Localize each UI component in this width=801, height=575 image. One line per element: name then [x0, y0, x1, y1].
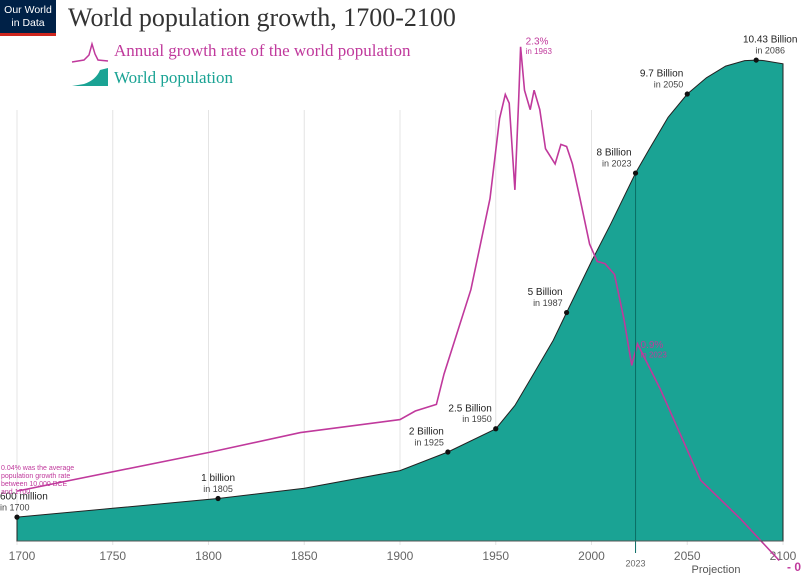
x-tick-label: 1750 [99, 549, 126, 563]
legend-label: World population [114, 68, 234, 87]
x-tick-label: 2100 [770, 549, 797, 563]
milestone-year: in 2050 [654, 79, 684, 89]
milestone-label: 9.7 Billion [640, 69, 683, 80]
milestone-year: in 1987 [533, 298, 563, 308]
logo-text: in Data [11, 17, 44, 29]
milestone-year: in 1950 [462, 414, 492, 424]
rate-note: 0.9% [641, 340, 664, 351]
rate-note-year: in 1963 [526, 47, 553, 56]
milestone-dot [14, 514, 20, 520]
milestone-dot [215, 495, 221, 502]
milestone-year: in 1805 [203, 484, 233, 494]
milestone-dot [632, 170, 639, 176]
milestone-year: in 2086 [755, 45, 785, 55]
x-tick-label: 1900 [387, 549, 414, 563]
rate-note-text: between 10,000 BCE [1, 481, 67, 488]
rate-note-text: population growth rate [1, 473, 70, 480]
rate-note-text: 0.04% was the average [1, 465, 74, 472]
milestone-year: in 1925 [414, 437, 444, 447]
x-tick-label: 1850 [291, 549, 318, 563]
chart-title: World population growth, 1700-2100 [68, 3, 456, 32]
milestone-dot [753, 57, 759, 63]
logo-underline [0, 33, 56, 36]
projection-label: Projection [692, 564, 741, 575]
legend-label: Annual growth rate of the world populati… [114, 41, 411, 60]
x-tick-label: 2050 [674, 549, 701, 563]
x-tick-label: 1950 [482, 549, 509, 563]
milestone-label: 8 Billion [597, 148, 632, 159]
milestone-label: 600 million [0, 492, 48, 503]
rate-note-text: and 1700 [1, 489, 30, 496]
milestone-label: 2 Billion [409, 427, 444, 438]
milestone-dot [445, 449, 451, 455]
end-label: - 0 [787, 560, 801, 574]
projection-year: 2023 [626, 558, 646, 568]
legend-line-icon [71, 41, 109, 63]
milestone-label: 5 Billion [528, 287, 563, 298]
milestone-dot [684, 91, 690, 97]
rate-note-year: in 2023 [641, 350, 668, 359]
milestone-dot [493, 426, 499, 432]
milestone-label: 10.43 Billion [743, 35, 797, 46]
legend-area-icon [72, 68, 108, 86]
growth-line [16, 46, 780, 562]
milestone-year: in 1700 [0, 502, 30, 512]
logo [0, 0, 56, 36]
rate-note: 2.3% [526, 36, 549, 47]
milestone-label: 1 billion [201, 473, 235, 484]
x-tick-label: 1700 [9, 549, 36, 563]
milestone-label: 2.5 Billion [448, 403, 491, 414]
logo-text: Our World [4, 4, 52, 16]
population-area [16, 59, 784, 542]
x-tick-label: 2000 [578, 549, 605, 563]
x-tick-label: 1800 [195, 549, 222, 563]
milestone-dot [564, 309, 570, 316]
milestone-year: in 2023 [602, 158, 632, 168]
